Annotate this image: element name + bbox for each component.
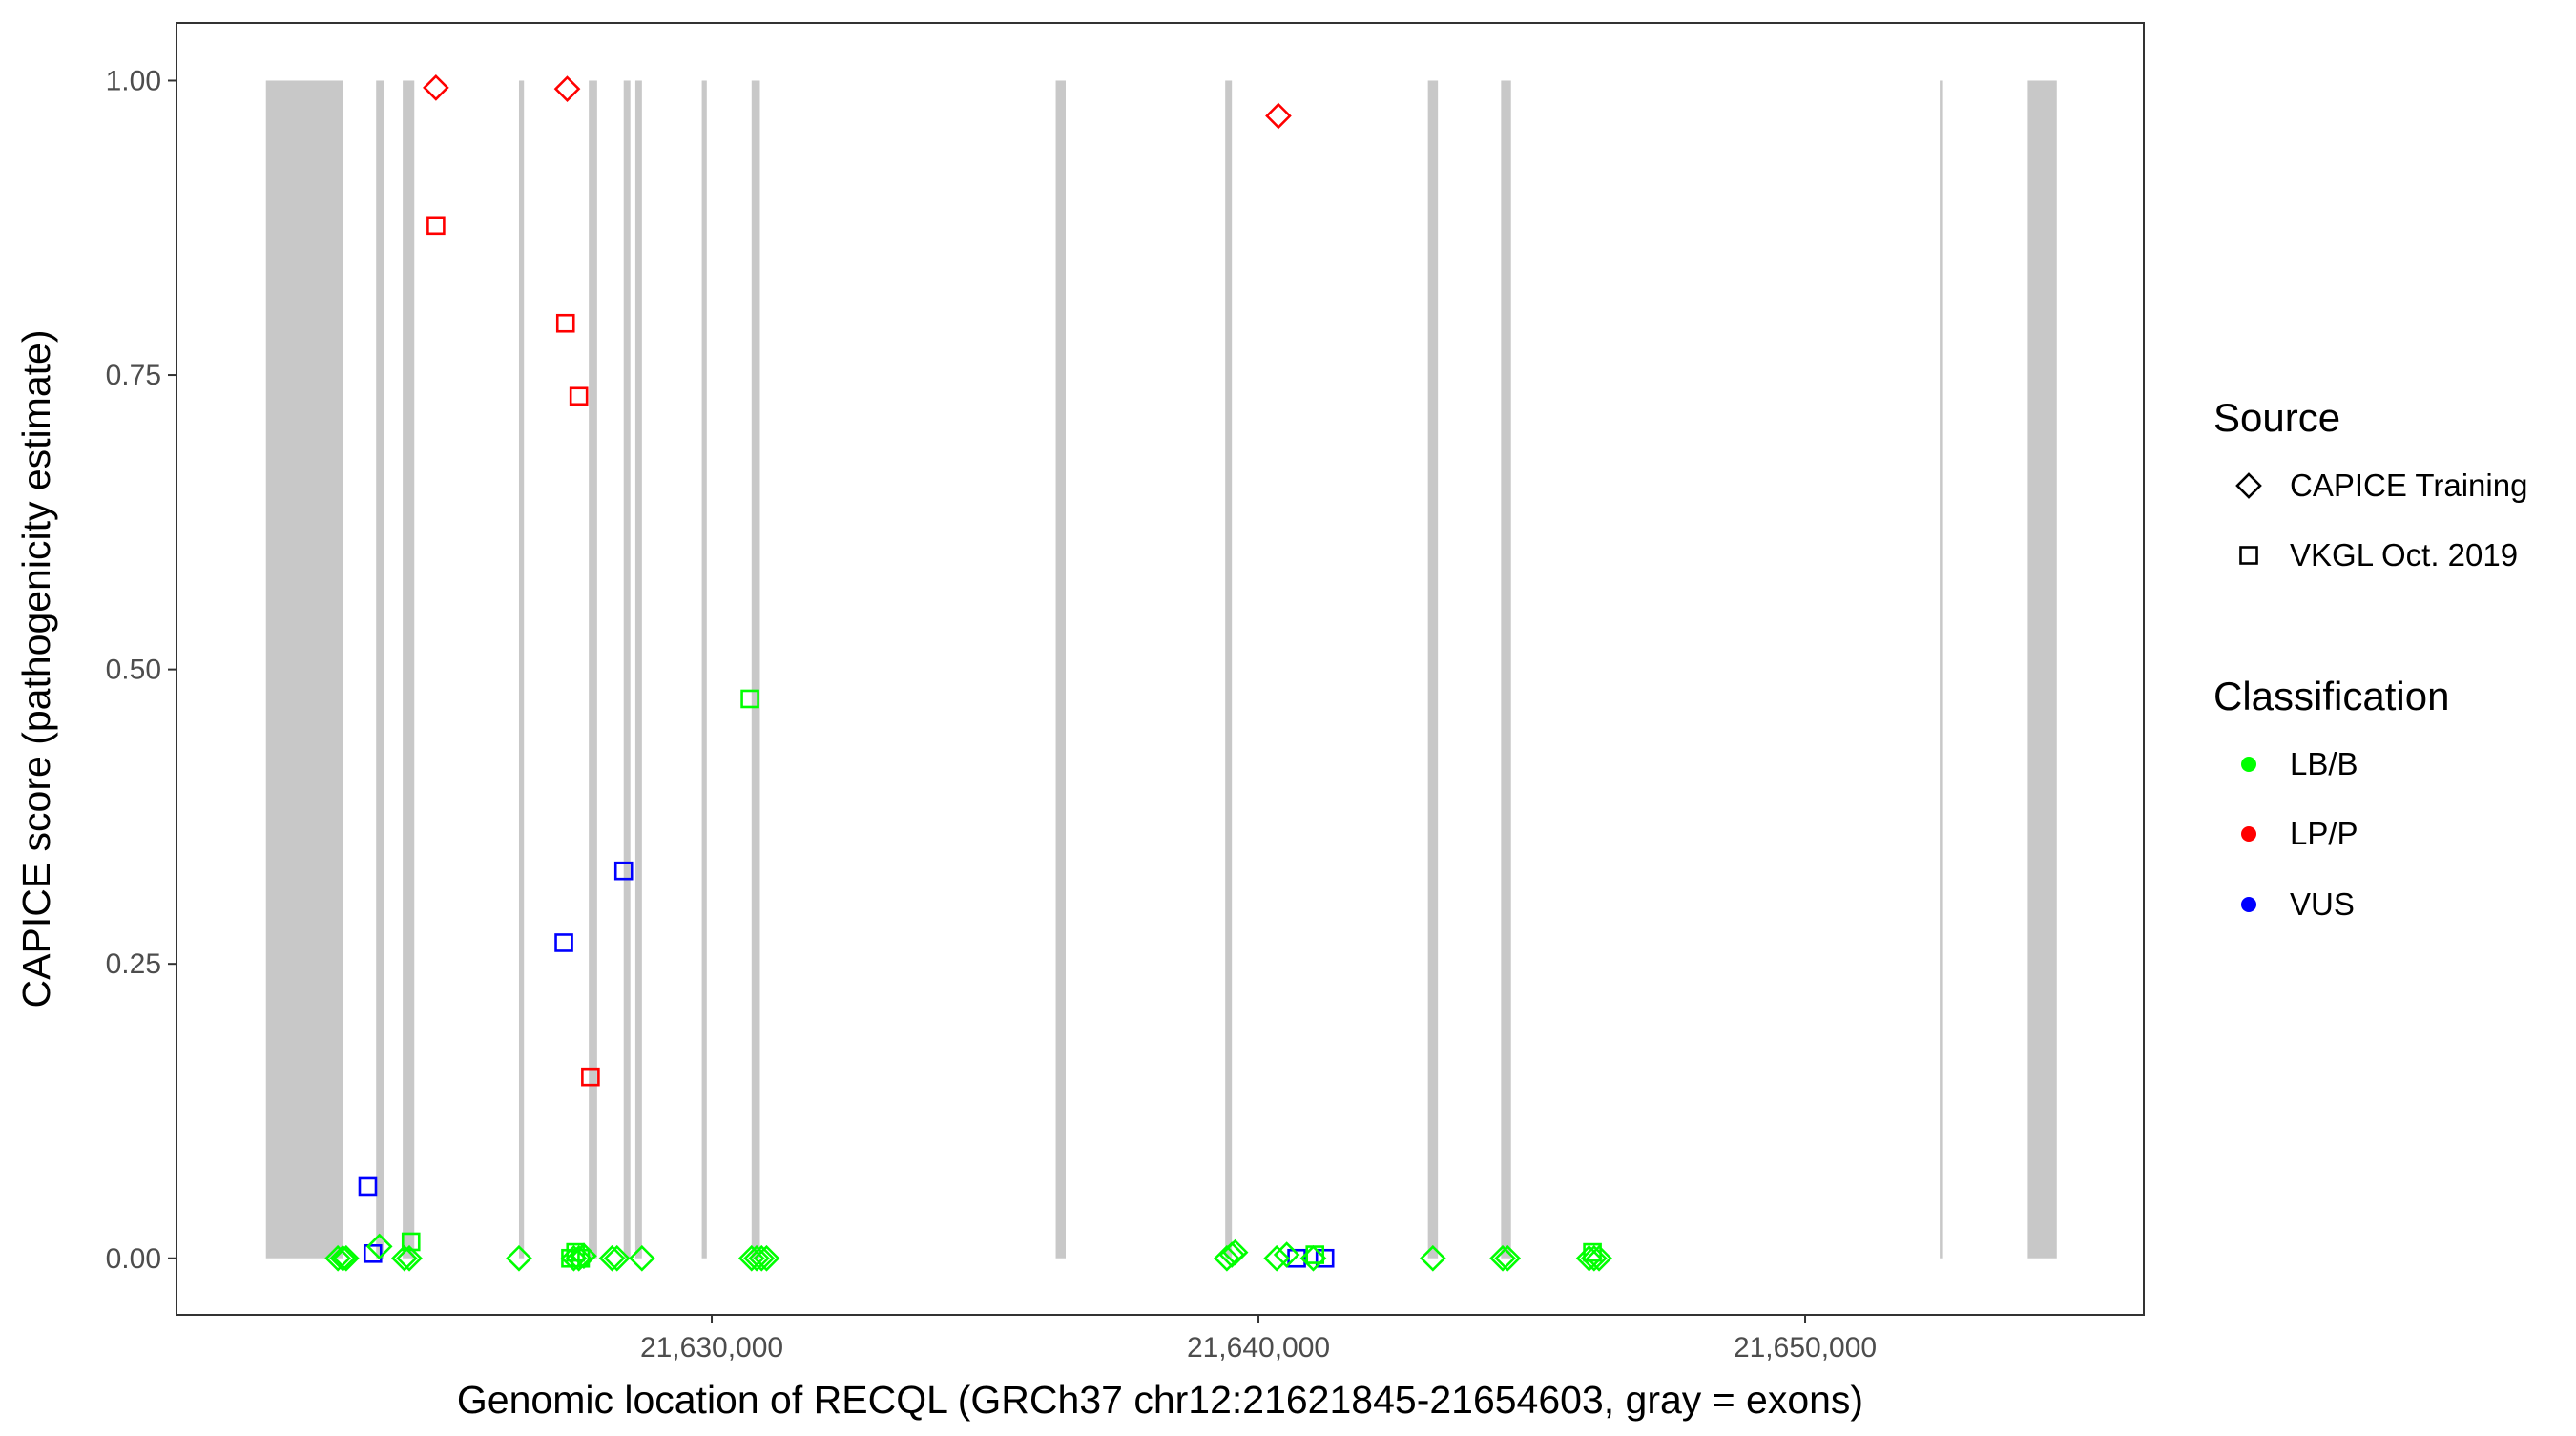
data-point (324, 1244, 351, 1272)
exon-bar (265, 80, 343, 1259)
data-point (1489, 1244, 1516, 1272)
exon-bar (403, 80, 415, 1259)
exon-layer (265, 80, 2057, 1259)
legend-label: VUS (2290, 886, 2355, 922)
data-point (333, 1244, 360, 1272)
x-axis-title: Genomic location of RECQL (GRCh37 chr12:… (457, 1378, 1863, 1422)
data-point (581, 1067, 600, 1087)
y-tick-label: 0.00 (106, 1243, 161, 1275)
data-point (553, 75, 581, 102)
data-point (598, 1244, 626, 1272)
legend: Source CAPICE Training VKGL Oct. 2019 Class… (2213, 395, 2527, 922)
exon-bar (518, 80, 525, 1259)
exon-bar (634, 80, 642, 1259)
y-tick-label: 0.50 (106, 655, 161, 686)
legend-label: VKGL Oct. 2019 (2290, 537, 2518, 572)
data-point (506, 1244, 532, 1272)
data-point (423, 74, 449, 101)
exon-bar (1940, 80, 1943, 1259)
data-point (554, 933, 573, 952)
exon-bar (701, 80, 707, 1259)
legend-key-diamond (2235, 472, 2262, 499)
legend-label: CAPICE Training (2290, 468, 2527, 503)
data-point (358, 1176, 378, 1197)
data-point (569, 386, 589, 406)
y-tick-label: 0.75 (106, 360, 161, 391)
x-tick-label: 21,640,000 (1187, 1332, 1330, 1363)
data-point (1494, 1244, 1522, 1272)
y-axis-title: CAPICE score (pathogenicity estimate) (14, 330, 58, 1009)
legend-key-square (2239, 546, 2258, 565)
data-point (629, 1244, 655, 1272)
exon-bar (751, 80, 760, 1259)
data-point (1273, 1241, 1300, 1268)
legend-key-dot (2241, 897, 2256, 912)
data-point (753, 1244, 780, 1272)
data-point (365, 1233, 393, 1260)
legend-label: LB/B (2290, 746, 2358, 781)
y-tick-label: 1.00 (106, 65, 161, 96)
data-point (1315, 1248, 1335, 1268)
data-point (329, 1244, 357, 1272)
data-point (571, 1242, 597, 1270)
data-point (603, 1244, 631, 1272)
exon-bar (1501, 80, 1511, 1259)
data-point (1575, 1244, 1603, 1272)
data-point (748, 1244, 776, 1272)
y-tick-label: 0.25 (106, 948, 161, 980)
exon-bar (1427, 80, 1439, 1259)
exon-bar (2027, 80, 2057, 1259)
data-point (565, 1244, 592, 1272)
points-layer (324, 74, 1612, 1272)
exon-bar (623, 80, 631, 1259)
data-point (555, 313, 575, 333)
x-axis: 21,630,000 21,640,000 21,650,000 (640, 1315, 1877, 1363)
data-point (1586, 1244, 1612, 1272)
legend-key-dot (2241, 757, 2256, 772)
x-tick-label: 21,630,000 (640, 1332, 783, 1363)
data-point (1581, 1244, 1608, 1272)
legend-label: LP/P (2290, 816, 2358, 851)
data-point (743, 1244, 770, 1272)
data-point (1263, 1244, 1291, 1272)
data-point (396, 1244, 423, 1272)
data-point (560, 1244, 588, 1272)
exon-bar (1225, 80, 1233, 1259)
data-point (1221, 1238, 1249, 1266)
exon-bar (1055, 80, 1066, 1259)
legend-title: Source (2213, 395, 2340, 440)
y-axis: 0.00 0.25 0.50 0.75 1.00 (106, 65, 177, 1275)
legend-title: Classification (2213, 674, 2449, 718)
data-point (1265, 102, 1292, 130)
data-point (363, 1244, 383, 1263)
data-point (1420, 1244, 1446, 1272)
data-point (390, 1244, 418, 1272)
x-tick-label: 21,650,000 (1734, 1332, 1877, 1363)
data-point (740, 689, 759, 709)
exon-bar (589, 80, 597, 1259)
data-point (426, 216, 446, 236)
exon-bar (376, 80, 384, 1259)
data-point (613, 861, 634, 881)
data-point (1299, 1244, 1327, 1272)
legend-key-dot (2241, 826, 2256, 842)
